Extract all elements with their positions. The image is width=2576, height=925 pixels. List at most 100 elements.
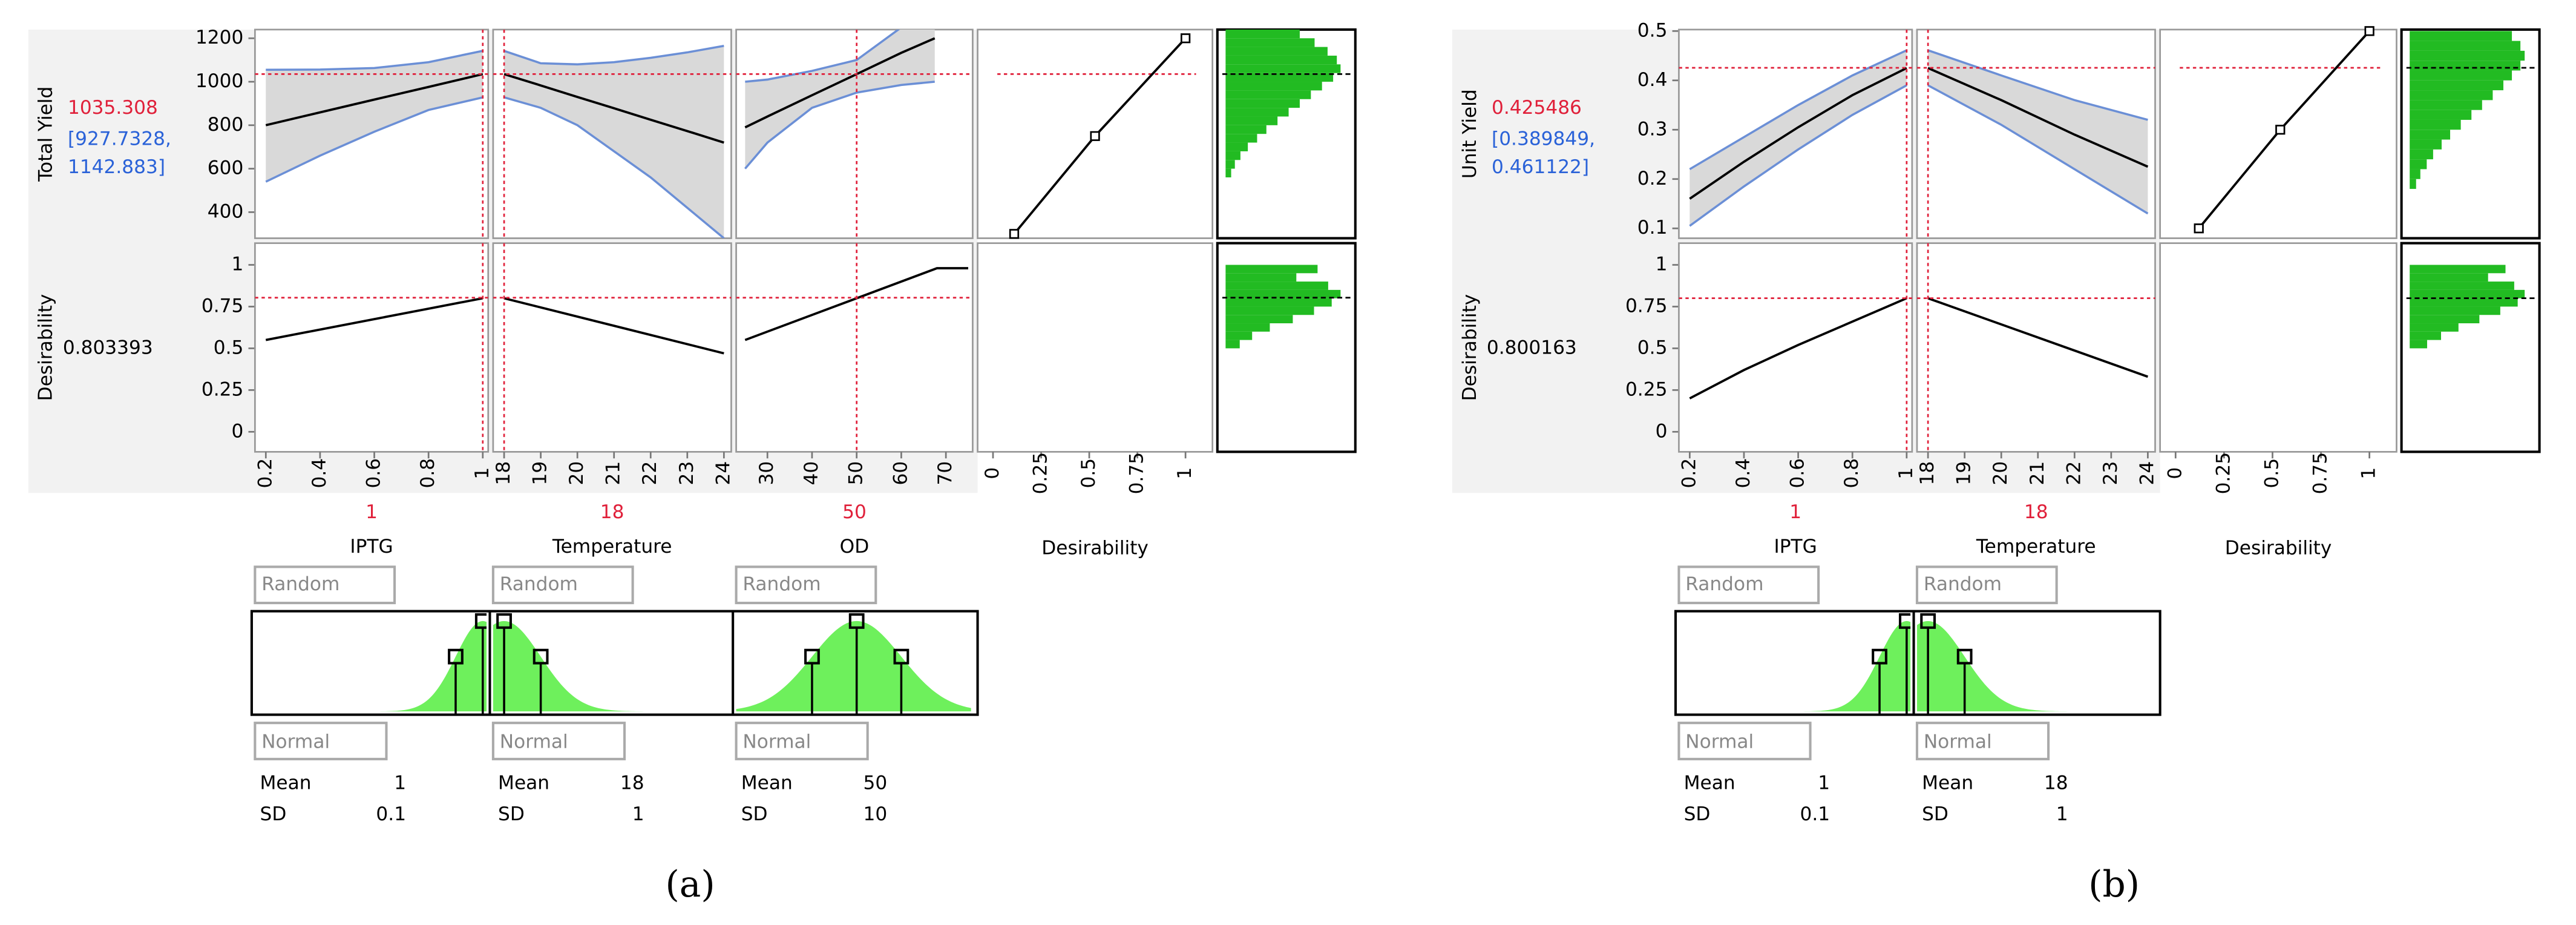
histogram-bar: [2410, 139, 2442, 150]
histogram-bar: [1225, 323, 1270, 332]
distribution-curve: [255, 621, 487, 712]
x-tick-label: 23: [2100, 461, 2122, 486]
y-tick-label: 0.5: [214, 337, 244, 358]
current-value: 50: [842, 501, 867, 523]
sd-label: SD: [741, 803, 768, 825]
confidence-bound: [1927, 84, 2149, 215]
distribution-curve: [1916, 621, 2154, 712]
prediction-trace: [1927, 67, 2149, 168]
cell-content: [1679, 243, 1912, 452]
confidence-band: [504, 45, 724, 239]
factor-name: IPTG: [350, 536, 393, 558]
sd-label: SD: [1922, 803, 1948, 825]
distribution-content: [1916, 613, 2154, 715]
histogram-bar: [1225, 73, 1334, 82]
histogram-bar: [2410, 100, 2482, 110]
confidence-bound: [745, 29, 900, 83]
histogram-bar: [2410, 331, 2441, 340]
confidence-interval: [0.389849,: [1492, 128, 1595, 150]
histogram-bar: [2410, 110, 2472, 120]
random-label: Random: [500, 573, 578, 595]
histogram-bar: [1225, 38, 1315, 47]
histogram-bar: [1225, 273, 1297, 282]
x-tick-label: 0.4: [1732, 458, 1754, 489]
histogram-bar: [2410, 298, 2518, 307]
x-tick-label: 0.6: [363, 458, 385, 489]
histogram-bar: [2410, 281, 2514, 290]
distribution-curve: [493, 621, 730, 712]
mean-value: 18: [620, 772, 644, 794]
x-tick-label: 0: [982, 467, 1003, 479]
x-tick-label: 50: [845, 461, 867, 486]
y-tick-label: 1: [1656, 254, 1668, 275]
histogram-bar: [2410, 41, 2521, 51]
cell-content: [255, 29, 488, 239]
histogram-bar: [1225, 142, 1248, 151]
y-tick-label: 0.5: [1637, 19, 1668, 41]
x-tick-label: 60: [890, 461, 911, 486]
x-tick-label: 40: [801, 461, 822, 486]
random-label: Random: [742, 573, 821, 595]
y-tick-label: 0.25: [1625, 378, 1667, 400]
axis-name: Desirability: [1041, 537, 1149, 559]
confidence-bound: [1927, 49, 2148, 121]
current-value: 1: [365, 501, 378, 523]
histogram-bar: [2410, 340, 2427, 349]
x-tick-label: 18: [1916, 461, 1938, 486]
histogram-bar: [1225, 108, 1289, 117]
x-tick-label: 20: [1990, 461, 2011, 486]
histogram-bar: [1225, 82, 1322, 91]
confidence-bound: [1689, 84, 1907, 227]
distribution-handle: [448, 648, 464, 665]
panel-label: (b): [2088, 864, 2140, 906]
x-tick-label: 70: [934, 461, 956, 486]
histogram-bar: [2410, 80, 2503, 91]
confidence-bound: [744, 81, 935, 170]
distribution-handle: [1920, 613, 1936, 629]
distribution-handle: [533, 648, 549, 665]
random-label: Random: [1685, 573, 1763, 595]
x-tick-label: 0: [2164, 467, 2186, 479]
prediction-trace: [503, 73, 724, 144]
histogram-bar: [2410, 179, 2416, 189]
cell-content: [493, 29, 732, 239]
x-tick-label: 0.6: [1787, 458, 1809, 489]
type-box: [491, 722, 626, 760]
x-tick-label: 0.25: [2212, 452, 2234, 494]
sd-value: 1: [2056, 803, 2068, 825]
y-tick-label: 0.75: [202, 295, 243, 317]
distribution-type: Normal: [742, 731, 811, 753]
desirability-handle: [2194, 223, 2204, 234]
cell-content: [736, 243, 973, 452]
x-tick-label: 24: [2136, 461, 2158, 486]
x-tick-label: 19: [1953, 461, 1975, 486]
y-tick-label: 0.1: [1637, 217, 1668, 239]
current-value: 18: [2024, 501, 2048, 523]
mean-label: Mean: [741, 772, 793, 794]
histogram-bar: [1225, 340, 1240, 349]
prediction-value: 0.803393: [63, 337, 153, 358]
confidence-bound: [503, 45, 724, 66]
factor-name: OD: [840, 536, 870, 558]
histogram-bar: [1225, 29, 1300, 39]
cell-content: [1916, 243, 2155, 452]
mean-value: 50: [864, 772, 888, 794]
prediction-trace: [744, 267, 969, 341]
distribution-content: [736, 613, 971, 715]
distribution-handle: [848, 613, 865, 629]
current-value: 1: [1789, 501, 1801, 523]
distribution-type: Normal: [261, 731, 330, 753]
x-tick-label: 22: [2063, 461, 2085, 486]
x-tick-label: 0.75: [2310, 452, 2332, 494]
sd-label: SD: [1684, 803, 1711, 825]
x-tick-label: 1: [1174, 467, 1196, 479]
prediction-trace: [744, 37, 936, 129]
sd-value: 10: [864, 803, 888, 825]
prediction-value: 1035.308: [68, 97, 158, 119]
mean-label: Mean: [1684, 772, 1735, 794]
x-tick-label: 22: [639, 461, 661, 486]
x-tick-label: 0.2: [1678, 458, 1700, 489]
mean-value: 1: [1818, 772, 1830, 794]
distribution-handle: [474, 613, 487, 629]
